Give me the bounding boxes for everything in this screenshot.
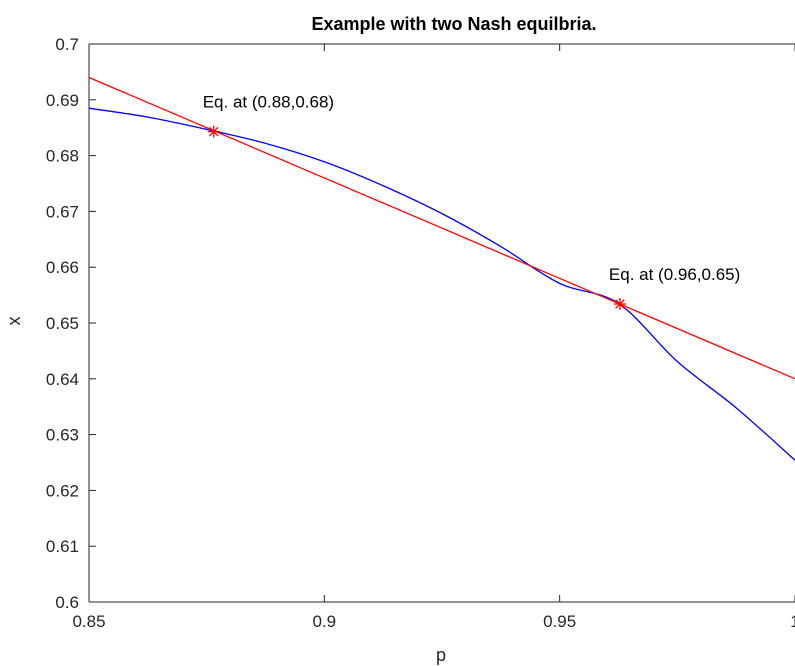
y-tick-label: 0.7 [55, 35, 79, 54]
y-axis-label: x [4, 317, 24, 326]
equilibrium-marker-2 [613, 298, 626, 311]
y-tick-label: 0.67 [46, 202, 79, 221]
x-tick-label: 0.85 [72, 612, 105, 631]
x-axis-ticks: 0.85 0.9 0.95 1 [72, 44, 795, 631]
y-tick-label: 0.65 [46, 314, 79, 333]
x-axis-label: p [436, 645, 446, 665]
y-tick-label: 0.68 [46, 147, 79, 166]
equilibrium-marker-1 [207, 125, 220, 138]
equilibrium-annotation-2: Eq. at (0.96,0.65) [609, 265, 740, 284]
y-tick-label: 0.66 [46, 258, 79, 277]
x-tick-label: 0.95 [543, 612, 576, 631]
y-axis-ticks: 0.6 0.61 0.62 0.63 0.64 0.65 0.66 0.67 0.68 0.69 0… [46, 35, 96, 612]
y-tick-label: 0.63 [46, 426, 79, 445]
y-tick-label: 0.69 [46, 91, 79, 110]
series-layer [88, 76, 795, 461]
y-tick-label: 0.61 [46, 537, 79, 556]
x-tick-label: 0.9 [313, 612, 337, 631]
y-tick-label: 0.64 [46, 370, 79, 389]
marker-stroke [208, 126, 219, 137]
marker-stroke [615, 299, 625, 309]
y-tick-label: 0.62 [46, 481, 79, 500]
y-tick-label: 0.6 [55, 593, 79, 612]
axes-box [88, 43, 795, 603]
equilibrium-annotation-1: Eq. at (0.88,0.68) [203, 93, 334, 112]
marker-layer: Eq. at (0.88,0.68) Eq. at (0.96,0.65) [203, 93, 740, 311]
series-line-1 [88, 107, 795, 461]
series-line-2 [88, 76, 795, 380]
chart-title: Example with two Nash equilbria. [311, 14, 596, 34]
x-tick-label: 1 [790, 612, 795, 631]
